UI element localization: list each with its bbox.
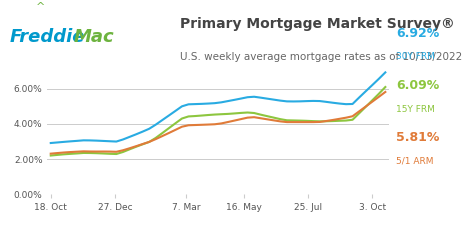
Text: Freddie: Freddie [9, 28, 85, 46]
Text: 15Y FRM: 15Y FRM [396, 105, 435, 114]
Text: 5/1 ARM: 5/1 ARM [396, 157, 433, 166]
Text: Mac: Mac [73, 28, 114, 46]
Text: 5.81%: 5.81% [396, 131, 439, 144]
Text: U.S. weekly average mortgage rates as of 10/13/2022: U.S. weekly average mortgage rates as of… [180, 52, 462, 62]
Text: 6.09%: 6.09% [396, 79, 439, 92]
Text: 6.92%: 6.92% [396, 27, 439, 40]
Text: 30Y FRM: 30Y FRM [396, 52, 435, 61]
Text: Primary Mortgage Market Survey®: Primary Mortgage Market Survey® [180, 17, 455, 31]
Text: ^: ^ [36, 2, 45, 12]
